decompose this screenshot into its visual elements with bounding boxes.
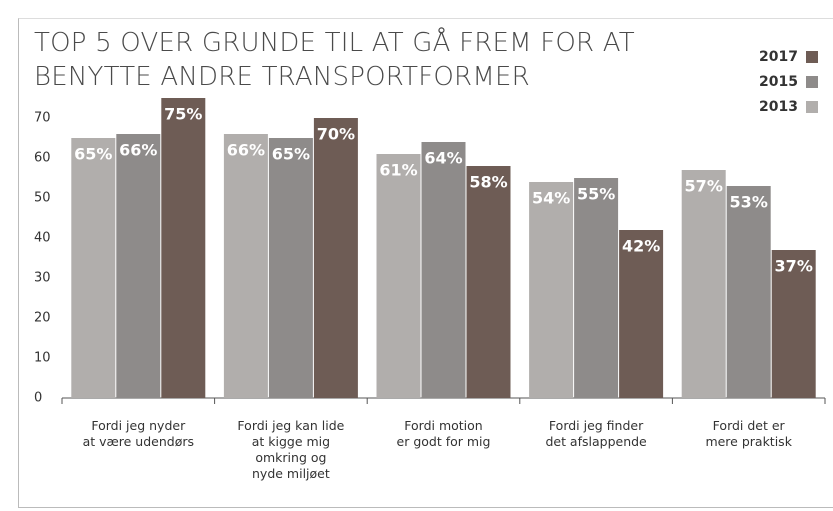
legend-swatch	[806, 76, 818, 88]
x-tick-label: Fordi det er mere praktisk	[705, 418, 792, 449]
value-label: 37%	[775, 257, 813, 276]
bar	[574, 178, 619, 398]
y-tick-label: 10	[34, 351, 51, 366]
value-label: 54%	[532, 189, 570, 208]
y-tick-label: 60	[34, 151, 51, 166]
value-label: 75%	[164, 105, 202, 124]
bar	[529, 182, 574, 398]
bar	[421, 142, 466, 398]
legend-label: 2017	[759, 49, 798, 65]
bar	[726, 186, 771, 398]
legend-swatch	[806, 51, 818, 63]
bar	[376, 154, 421, 398]
y-tick-label: 0	[34, 391, 42, 406]
x-tick-label: Fordi jeg finder det afslappende	[545, 418, 647, 449]
x-tick-label: Fordi motion er godt for mig	[396, 418, 491, 449]
y-tick-label: 70	[34, 111, 51, 126]
y-tick-label: 20	[34, 311, 51, 326]
frame	[18, 18, 833, 508]
bar	[313, 118, 358, 398]
bar	[116, 134, 161, 398]
value-label: 42%	[622, 237, 660, 256]
bar	[268, 138, 313, 398]
bar	[71, 138, 116, 398]
value-label: 57%	[685, 177, 723, 196]
y-tick-label: 30	[34, 271, 51, 286]
legend-label: 2013	[759, 99, 798, 115]
bar	[619, 230, 664, 398]
value-label: 65%	[74, 145, 112, 164]
bar	[681, 170, 726, 398]
value-label: 61%	[379, 161, 417, 180]
x-tick-label: Fordi jeg nyder at være udendørs	[82, 418, 195, 449]
bar	[223, 134, 268, 398]
value-label: 70%	[317, 125, 355, 144]
x-tick-label: Fordi jeg kan lide at kigge mig omkring …	[237, 418, 345, 481]
value-label: 55%	[577, 185, 615, 204]
value-label: 66%	[227, 141, 265, 160]
value-label: 53%	[730, 193, 768, 212]
legend-label: 2015	[759, 74, 798, 90]
y-tick-label: 40	[34, 231, 51, 246]
bar	[161, 98, 206, 398]
bar	[771, 250, 816, 398]
value-label: 65%	[272, 145, 310, 164]
value-label: 58%	[469, 173, 507, 192]
value-label: 66%	[119, 141, 157, 160]
legend-swatch	[806, 101, 818, 113]
bar	[466, 166, 511, 398]
chart-title: TOP 5 OVER GRUNDE TIL AT GÅ FREM FOR AT …	[34, 28, 635, 92]
value-label: 64%	[424, 149, 462, 168]
y-tick-label: 50	[34, 191, 51, 206]
